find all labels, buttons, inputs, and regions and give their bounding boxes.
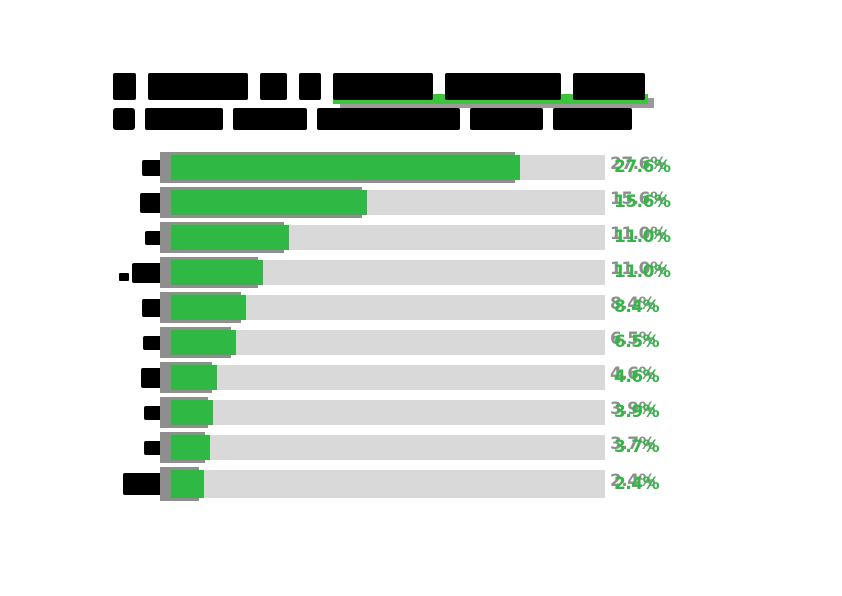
bar-value-label: 3.9% [614, 402, 660, 422]
title-word-blob [113, 73, 136, 100]
category-label-blob [144, 440, 163, 455]
category-label-blob-cell [113, 335, 171, 350]
bar-fill [171, 330, 236, 355]
title-highlighted-word-blob [573, 73, 645, 100]
category-label-blob [142, 159, 163, 176]
bar-track [171, 365, 605, 390]
title-highlighted-word-blob [333, 73, 433, 100]
category-label-blob [142, 298, 163, 317]
bar-value-label: 3.7% [614, 437, 660, 457]
bar-fill [171, 155, 520, 180]
category-label-blob [141, 367, 163, 388]
subtitle-word-blob [317, 108, 460, 130]
chart-row: 15.6% [113, 190, 671, 215]
chart-title-block [113, 64, 654, 130]
category-label-blob [143, 335, 163, 350]
category-label-blob [145, 230, 163, 245]
title-highlighted-phrase [333, 73, 654, 108]
bar-fill [171, 295, 246, 320]
category-label-blob-cell [113, 298, 171, 317]
title-word-blob [148, 73, 248, 100]
bar-value-label: 4.6% [614, 367, 660, 387]
chart-row: 11.0% [113, 260, 671, 285]
chart-row: 3.7% [113, 435, 670, 460]
bar-track [171, 435, 605, 460]
category-label-blob-cell [113, 405, 171, 420]
category-label-blob-cell [113, 367, 171, 388]
chart-row: 2.4% [113, 470, 670, 498]
bar-fill [171, 225, 289, 250]
title-pre-words [113, 73, 321, 100]
bar-value-label: 11.0% [614, 227, 671, 247]
category-label-blob-cell [113, 192, 171, 213]
chart-row: 6.5% [113, 330, 670, 355]
category-label-blob-cell [113, 473, 171, 495]
chart-row: 4.6% [113, 365, 670, 390]
bar-value-label: 8.4% [614, 297, 660, 317]
bar-track [171, 295, 605, 320]
chart-row: 8.4% [113, 295, 670, 320]
subtitle-word-blob [553, 108, 632, 130]
chart-row: 11.0% [113, 225, 671, 250]
subtitle-word-blob [470, 108, 543, 130]
title-highlighted-word-blob [445, 73, 561, 100]
title-word-blob [299, 73, 321, 100]
bar-value-label: 27.6% [614, 157, 671, 177]
subtitle-word-blob [233, 108, 307, 130]
bar-fill [171, 365, 217, 390]
bar-track [171, 260, 605, 285]
bar-fill [171, 435, 210, 460]
chart-row: 27.6% [113, 155, 671, 180]
bar-track [171, 330, 605, 355]
category-label-blob-cell [113, 262, 171, 283]
bar-track [171, 155, 605, 180]
title-line-1 [113, 64, 654, 108]
bar-track [171, 225, 605, 250]
category-label-blob-cell [113, 440, 171, 455]
bar-fill [171, 190, 367, 215]
bar-fill [171, 470, 204, 498]
title-word-blob [260, 73, 287, 100]
category-label-blob [132, 262, 163, 283]
category-label-blob-fragment [119, 272, 129, 281]
bar-track [171, 400, 605, 425]
category-label-blob [140, 192, 163, 213]
category-label-blob [144, 405, 163, 420]
bar-chart: 27.6% 15.6% 11.0% 11.0% 8.4% 6.5% 4.6% 3.9% 3.7%… [113, 155, 671, 498]
bar-value-label: 15.6% [614, 192, 671, 212]
bar-value-label: 11.0% [614, 262, 671, 282]
chart-row: 3.9% [113, 400, 670, 425]
bar-fill [171, 400, 213, 425]
category-label-blob-cell [113, 230, 171, 245]
bar-value-label: 6.5% [614, 332, 660, 352]
bar-value-label: 2.4% [614, 473, 660, 494]
bar-fill [171, 260, 263, 285]
category-label-blob [123, 473, 163, 495]
title-emoji-icon [113, 108, 135, 130]
subtitle-word-blob [145, 108, 223, 130]
bar-track [171, 470, 605, 498]
title-line-2 [113, 106, 645, 130]
category-label-blob-cell [113, 159, 171, 176]
bar-track [171, 190, 605, 215]
